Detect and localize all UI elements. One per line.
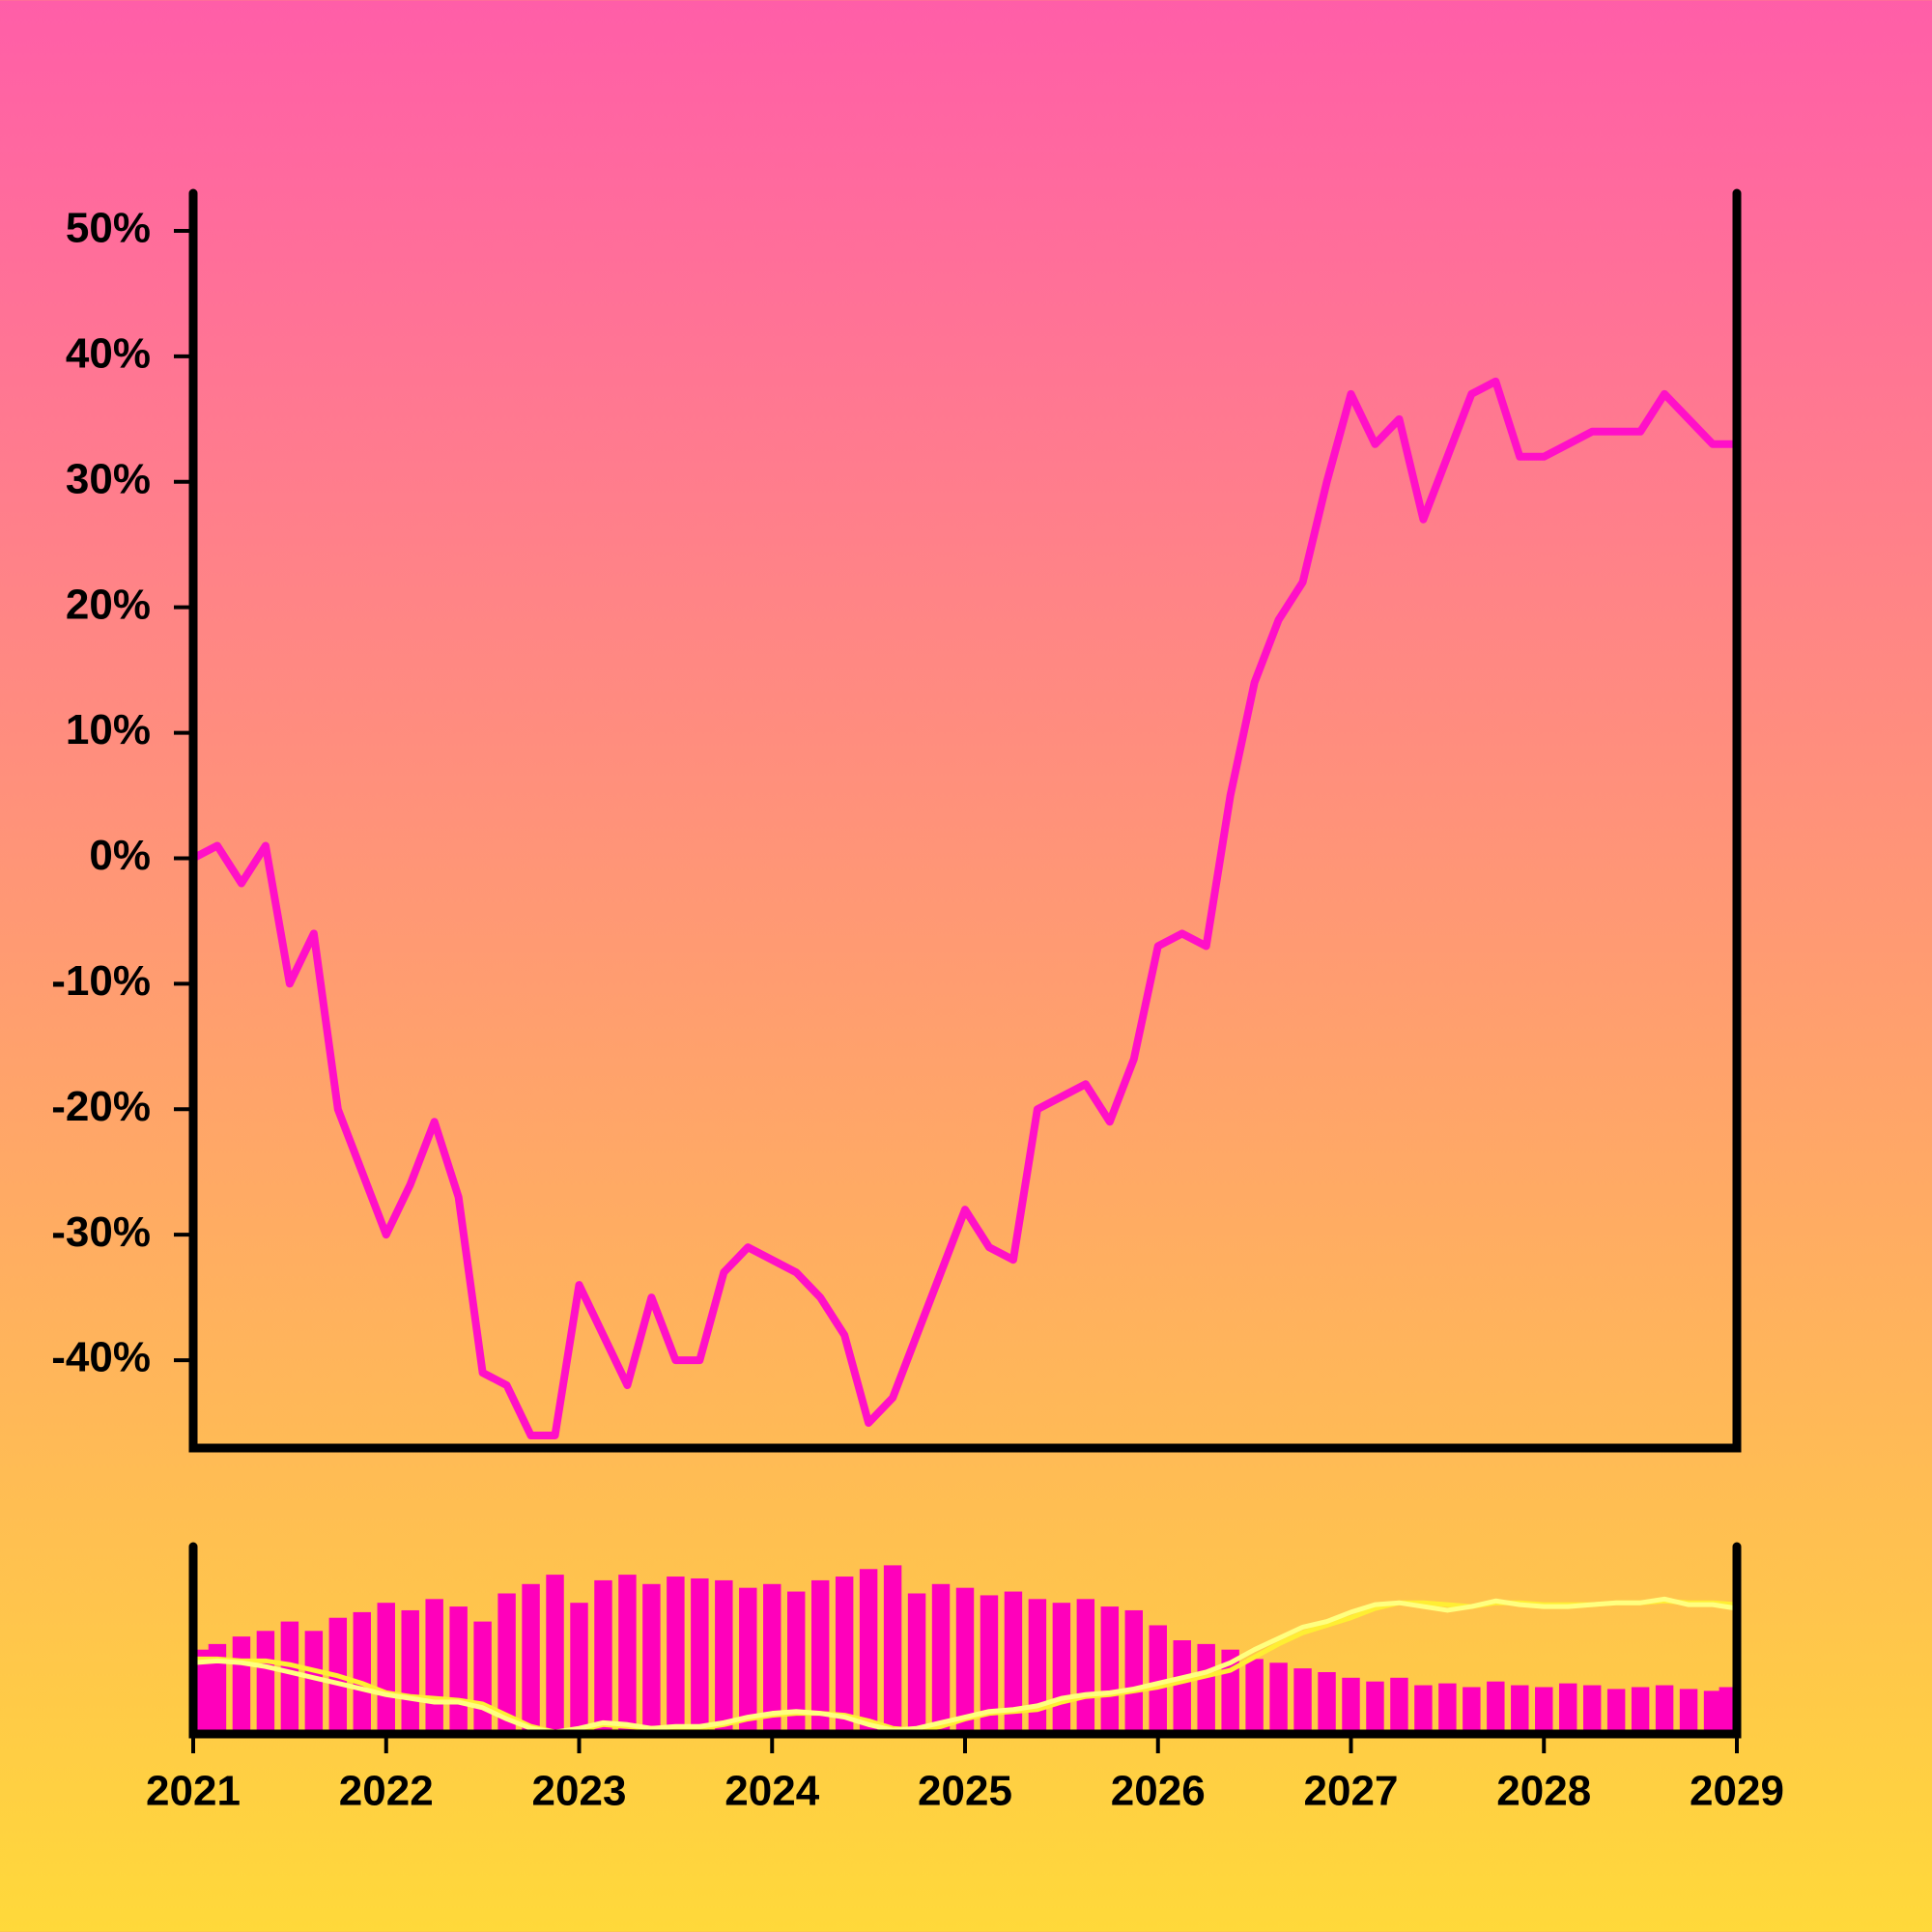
x-tick-label: 2029: [1690, 1768, 1784, 1815]
x-tick-label: 2024: [724, 1768, 819, 1815]
volume-bar: [739, 1587, 757, 1734]
y-tick-label: 20%: [66, 581, 151, 628]
volume-bar: [304, 1631, 324, 1734]
volume-bar: [1606, 1689, 1626, 1734]
volume-bar: [1269, 1662, 1288, 1734]
x-tick-label: 2022: [339, 1768, 434, 1815]
y-tick-label: -10%: [51, 957, 151, 1005]
volume-bar: [1318, 1671, 1336, 1734]
volume-bar: [1245, 1659, 1264, 1734]
volume-bar: [1366, 1681, 1384, 1734]
volume-bar: [786, 1591, 806, 1734]
volume-bar: [907, 1593, 926, 1734]
volume-bar: [1631, 1687, 1650, 1734]
y-tick-label: 40%: [66, 329, 151, 377]
volume-bar: [594, 1579, 612, 1734]
price-line: [191, 377, 1737, 1440]
volume-bar: [715, 1579, 733, 1734]
volume-bar: [1558, 1683, 1577, 1734]
volume-bar: [1052, 1603, 1071, 1734]
axis-frame: [188, 1542, 1742, 1739]
volume-bar: [497, 1593, 516, 1734]
x-tick-label: 2021: [146, 1768, 241, 1815]
volume-bar: [1487, 1681, 1505, 1734]
volume-bar: [931, 1583, 951, 1734]
x-tick-label: 2025: [918, 1768, 1012, 1815]
volume-bar: [810, 1579, 830, 1734]
volume-bar: [1124, 1609, 1144, 1734]
moving-average: [192, 1596, 1738, 1735]
volume-bar: [353, 1611, 372, 1734]
volume-bar: [256, 1631, 275, 1734]
volume-bar: [1149, 1625, 1167, 1734]
volume-bar: [1173, 1640, 1191, 1734]
volume-bar: [835, 1577, 854, 1734]
volume-bar: [667, 1577, 685, 1734]
volume-bar: [1342, 1677, 1360, 1734]
axis-frame: [188, 188, 1742, 1453]
volume-bar: [1197, 1643, 1215, 1734]
volume-bar: [1463, 1687, 1481, 1734]
volume-bar: [1100, 1606, 1120, 1734]
volume-bar: [425, 1599, 443, 1734]
volume-bar: [1004, 1591, 1023, 1734]
volume-bar: [980, 1595, 999, 1734]
x-tick-label: 2026: [1111, 1768, 1206, 1815]
volume-bar: [691, 1577, 709, 1734]
volume-bar: [1655, 1685, 1674, 1734]
volume-bar: [193, 1649, 212, 1734]
volume-bar: [546, 1575, 564, 1734]
volume-bar: [1438, 1683, 1457, 1734]
volume-bar: [208, 1643, 227, 1734]
y-tick-label: 30%: [66, 455, 151, 502]
x-tick-label: 2028: [1496, 1768, 1591, 1815]
y-tick-label: 50%: [66, 205, 151, 252]
volume-bar: [377, 1603, 395, 1734]
volume-bar: [955, 1587, 975, 1734]
y-tick-label: 0%: [89, 832, 151, 879]
volume-bar: [1703, 1690, 1722, 1734]
volume-bar: [522, 1583, 540, 1734]
volume-bar: [473, 1621, 492, 1734]
volume-bar: [1028, 1599, 1047, 1734]
volume-bar: [1535, 1687, 1553, 1734]
volume-bar: [1414, 1685, 1433, 1734]
volume-bar: [1390, 1677, 1408, 1734]
y-tick-label: -30%: [51, 1208, 151, 1256]
volume-bar: [1076, 1599, 1095, 1734]
volume-bar: [883, 1565, 902, 1734]
volume-bar: [1679, 1689, 1698, 1734]
y-tick-label: 10%: [66, 706, 151, 753]
x-tick-label: 2023: [532, 1768, 627, 1815]
volume-bar: [642, 1583, 661, 1734]
volume-bar: [280, 1621, 299, 1734]
volume-bar: [859, 1569, 878, 1734]
volume-bar: [1582, 1685, 1602, 1734]
volume-bar: [1293, 1668, 1312, 1734]
volume-bar: [1719, 1687, 1737, 1734]
volume-bar: [401, 1609, 419, 1734]
volume-bar: [232, 1636, 251, 1734]
volume-bar: [763, 1583, 781, 1734]
volume-bar: [449, 1606, 468, 1734]
volume-bar: [618, 1575, 637, 1734]
volume-bar: [1511, 1685, 1529, 1734]
y-tick-label: -40%: [51, 1334, 151, 1381]
x-tick-label: 2027: [1304, 1768, 1399, 1815]
volume-bar: [570, 1603, 588, 1734]
y-tick-label: -20%: [51, 1083, 151, 1130]
